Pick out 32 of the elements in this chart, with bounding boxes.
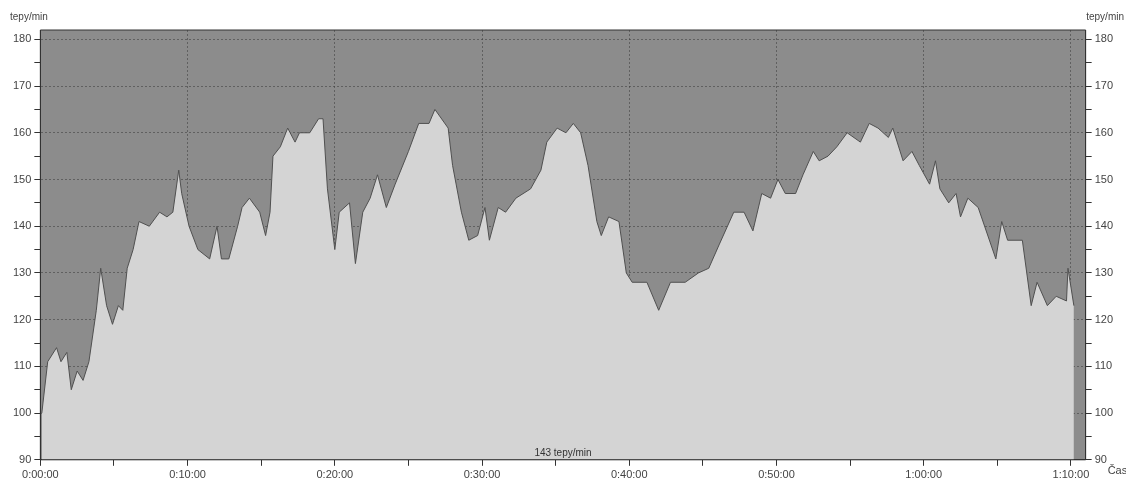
y2-tick-label: 170 [1094,79,1114,92]
y2-tick-label: 180 [1094,32,1114,45]
y2-tick-label: 160 [1094,125,1114,138]
y-tick-label: 160 [12,125,32,138]
y2-axis-title: tepy/min [1086,11,1124,22]
x-tick-label: 0:30:00 [463,468,501,481]
y-tick-label: 180 [12,32,32,45]
y-tick-label: 170 [12,79,32,92]
y-tick-label: 110 [13,359,32,372]
x-axis-title: Čas [1107,463,1128,476]
y-tick-label: 100 [12,406,32,419]
x-tick-label: 1:10:00 [1052,468,1090,481]
y-tick-label: 90 [19,452,32,465]
x-tick-label: 1:00:00 [905,468,943,481]
x-tick-label: 0:00:00 [22,468,59,481]
y-tick-label: 120 [12,312,32,325]
y-axis-title: tepy/min [10,11,48,22]
y2-tick-label: 90 [1094,452,1107,465]
y-tick-label: 140 [12,219,32,232]
y2-tick-label: 120 [1094,312,1114,325]
y-tick-label: 130 [12,265,32,278]
annotation: 143 tepy/min [534,446,592,458]
x-tick-label: 0:50:00 [758,468,795,481]
y-tick-label: 150 [12,172,32,185]
y2-tick-label: 130 [1094,265,1114,278]
y2-tick-label: 140 [1094,219,1114,232]
y2-tick-label: 150 [1094,172,1114,185]
x-tick-label: 0:10:00 [169,468,206,481]
y2-tick-label: 110 [1094,359,1113,372]
y2-tick-label: 100 [1094,406,1114,419]
x-tick-label: 0:20:00 [316,468,354,481]
x-tick-label: 0:40:00 [610,468,648,481]
